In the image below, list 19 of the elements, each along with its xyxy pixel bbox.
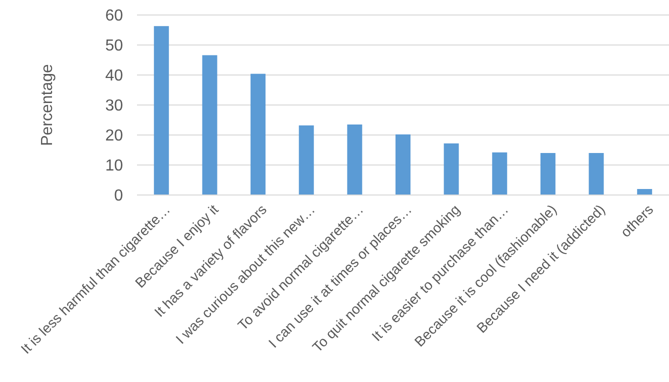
bar (588, 153, 604, 195)
bar (202, 55, 218, 195)
bar (396, 134, 410, 195)
y-tick-label: 50 (105, 38, 124, 55)
bar (637, 189, 652, 195)
y-tick-label: 60 (105, 8, 124, 25)
y-tick-label: 10 (105, 158, 124, 175)
bar (540, 153, 556, 195)
bar (444, 143, 459, 195)
bar (298, 125, 314, 195)
bar (347, 124, 362, 195)
y-tick-label: 20 (105, 128, 124, 145)
y-tick-label: 0 (114, 188, 124, 205)
y-tick-label: 30 (105, 98, 124, 115)
bar (492, 152, 508, 195)
bar (250, 74, 266, 195)
y-tick-label: 40 (105, 68, 124, 85)
y-axis-title: Percentage (39, 64, 56, 146)
bar (154, 26, 169, 195)
